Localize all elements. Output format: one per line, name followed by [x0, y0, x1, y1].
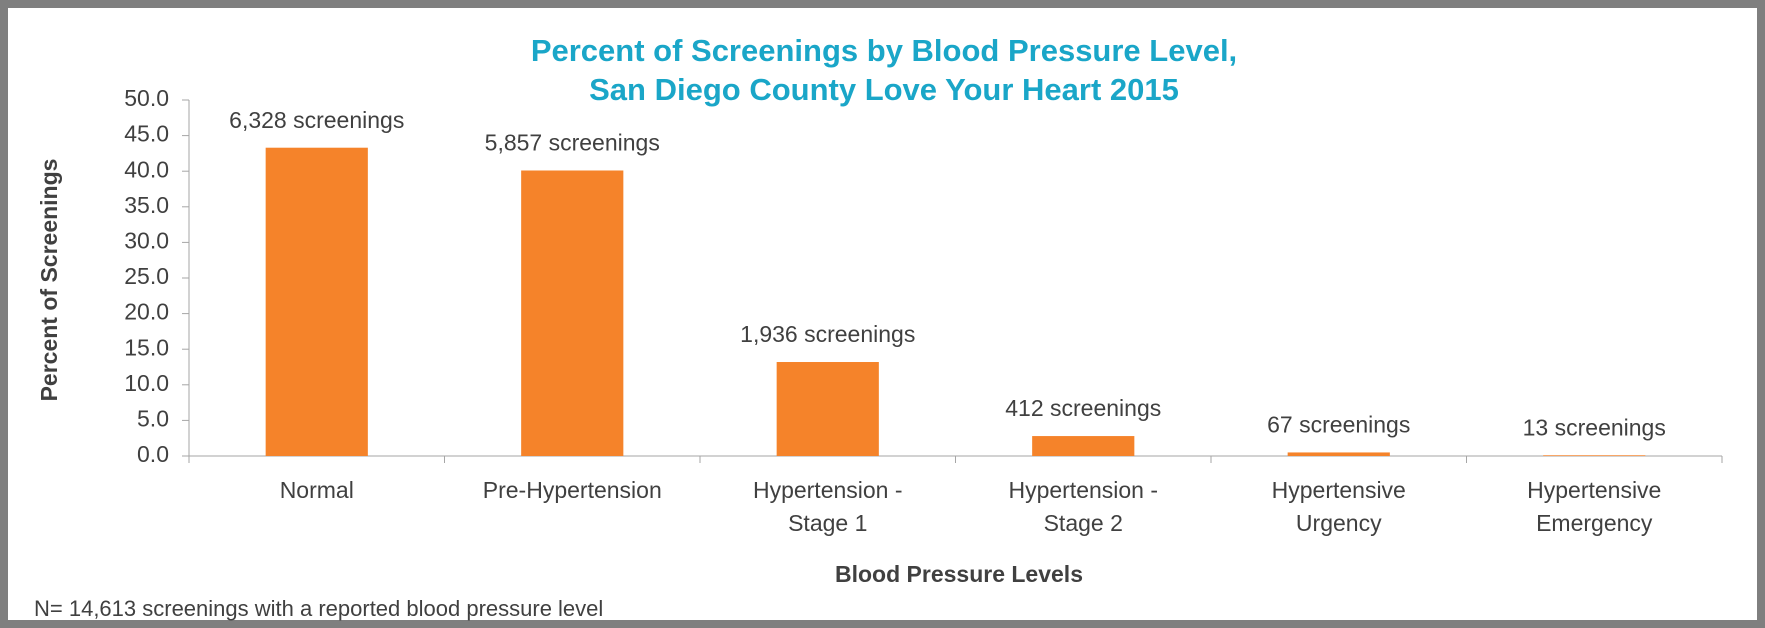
chart-title: Percent of Screenings by Blood Pressure … — [531, 33, 1237, 68]
y-tick-label: 40.0 — [124, 156, 169, 182]
y-tick-label: 50.0 — [124, 85, 169, 111]
x-tick-label: Pre-Hypertension — [482, 477, 662, 503]
bar — [1543, 455, 1646, 456]
bar-annotation: 1,936 screenings — [740, 321, 915, 347]
bar-annotation: 13 screenings — [1523, 414, 1666, 440]
y-tick-label: 30.0 — [124, 227, 169, 253]
y-tick-label: 25.0 — [124, 263, 169, 289]
y-tick-label: 0.0 — [137, 441, 169, 467]
bar — [776, 362, 879, 456]
y-axis-title: Percent of Screenings — [36, 159, 62, 402]
y-tick-label: 45.0 — [124, 121, 169, 147]
bar-annotation: 412 screenings — [1005, 395, 1161, 421]
y-tick-label: 15.0 — [124, 334, 169, 360]
y-tick-label: 20.0 — [124, 299, 169, 325]
chart-subtitle: San Diego County Love Your Heart 2015 — [589, 72, 1179, 107]
x-tick-label: Hypertensive Urgency — [1271, 477, 1406, 536]
y-tick-label: 35.0 — [124, 192, 169, 218]
x-tick-label: Hypertensive Emergency — [1527, 477, 1662, 536]
bar — [265, 147, 368, 457]
footnote: N= 14,613 screenings with a reported blo… — [34, 596, 603, 621]
y-tick-label: 10.0 — [124, 370, 169, 396]
bar — [1032, 436, 1135, 456]
x-tick-label: Hypertension - Stage 1 — [752, 477, 903, 536]
x-tick-label: Hypertension - Stage 2 — [1008, 477, 1159, 536]
x-tick-label: Normal — [279, 477, 354, 503]
bar — [1287, 452, 1390, 456]
x-axis-title: Blood Pressure Levels — [835, 561, 1083, 587]
y-tick-label: 5.0 — [137, 405, 169, 431]
bar-annotation: 5,857 screenings — [485, 130, 660, 156]
bar-annotation: 67 screenings — [1267, 412, 1410, 438]
bar — [521, 170, 624, 456]
bar-annotation: 6,328 screenings — [229, 107, 404, 133]
